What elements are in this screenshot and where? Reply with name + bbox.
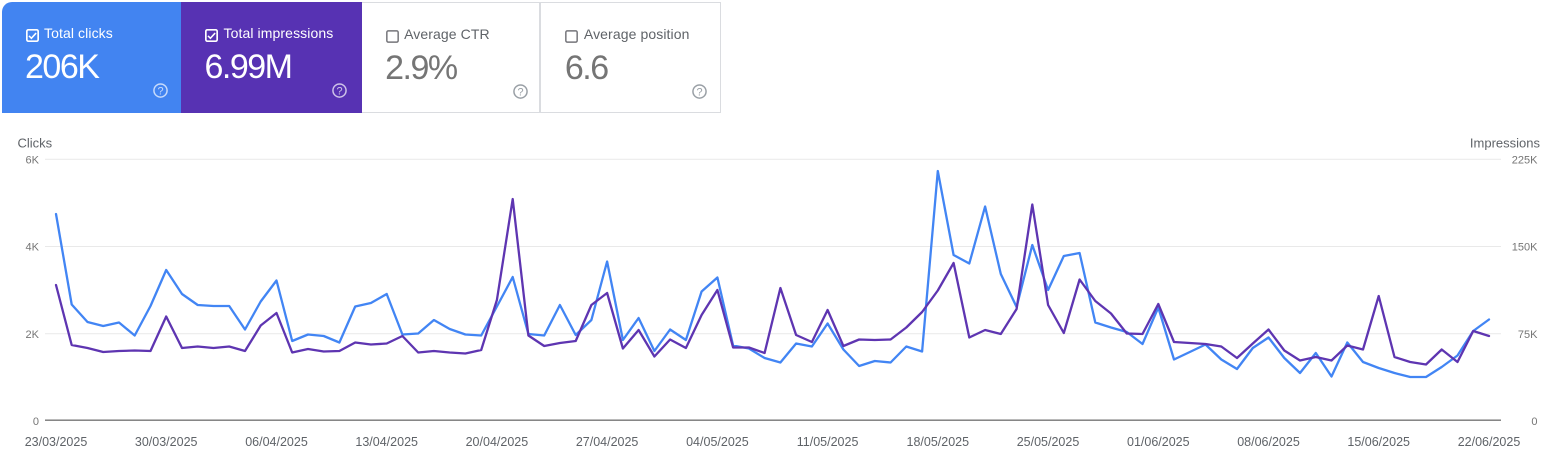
svg-text:22/06/2025: 22/06/2025 bbox=[1458, 435, 1521, 449]
svg-text:Impressions: Impressions bbox=[1470, 136, 1541, 151]
svg-text:0: 0 bbox=[1531, 416, 1537, 428]
svg-text:01/06/2025: 01/06/2025 bbox=[1127, 435, 1190, 449]
svg-text:75K: 75K bbox=[1518, 329, 1538, 341]
svg-text:06/04/2025: 06/04/2025 bbox=[245, 435, 308, 449]
svg-text:?: ? bbox=[517, 86, 523, 98]
svg-text:25/05/2025: 25/05/2025 bbox=[1017, 435, 1080, 449]
svg-text:150K: 150K bbox=[1512, 242, 1538, 254]
svg-text:18/05/2025: 18/05/2025 bbox=[907, 435, 970, 449]
svg-text:08/06/2025: 08/06/2025 bbox=[1237, 435, 1300, 449]
svg-text:Clicks: Clicks bbox=[18, 135, 53, 150]
svg-text:15/06/2025: 15/06/2025 bbox=[1347, 435, 1410, 449]
svg-text:225K: 225K bbox=[1512, 154, 1538, 166]
svg-text:27/04/2025: 27/04/2025 bbox=[576, 435, 639, 449]
svg-text:?: ? bbox=[157, 85, 163, 97]
svg-text:6K: 6K bbox=[26, 154, 40, 166]
svg-text:20/04/2025: 20/04/2025 bbox=[466, 435, 529, 449]
svg-text:11/05/2025: 11/05/2025 bbox=[797, 435, 859, 449]
svg-text:30/03/2025: 30/03/2025 bbox=[135, 435, 198, 449]
svg-text:?: ? bbox=[697, 86, 703, 98]
svg-text:2K: 2K bbox=[26, 329, 40, 341]
svg-text:04/05/2025: 04/05/2025 bbox=[686, 435, 749, 449]
svg-text:?: ? bbox=[336, 85, 342, 97]
svg-text:0: 0 bbox=[33, 416, 39, 428]
svg-text:4K: 4K bbox=[26, 242, 40, 254]
svg-text:23/03/2025: 23/03/2025 bbox=[25, 435, 88, 449]
svg-text:13/04/2025: 13/04/2025 bbox=[355, 435, 418, 449]
